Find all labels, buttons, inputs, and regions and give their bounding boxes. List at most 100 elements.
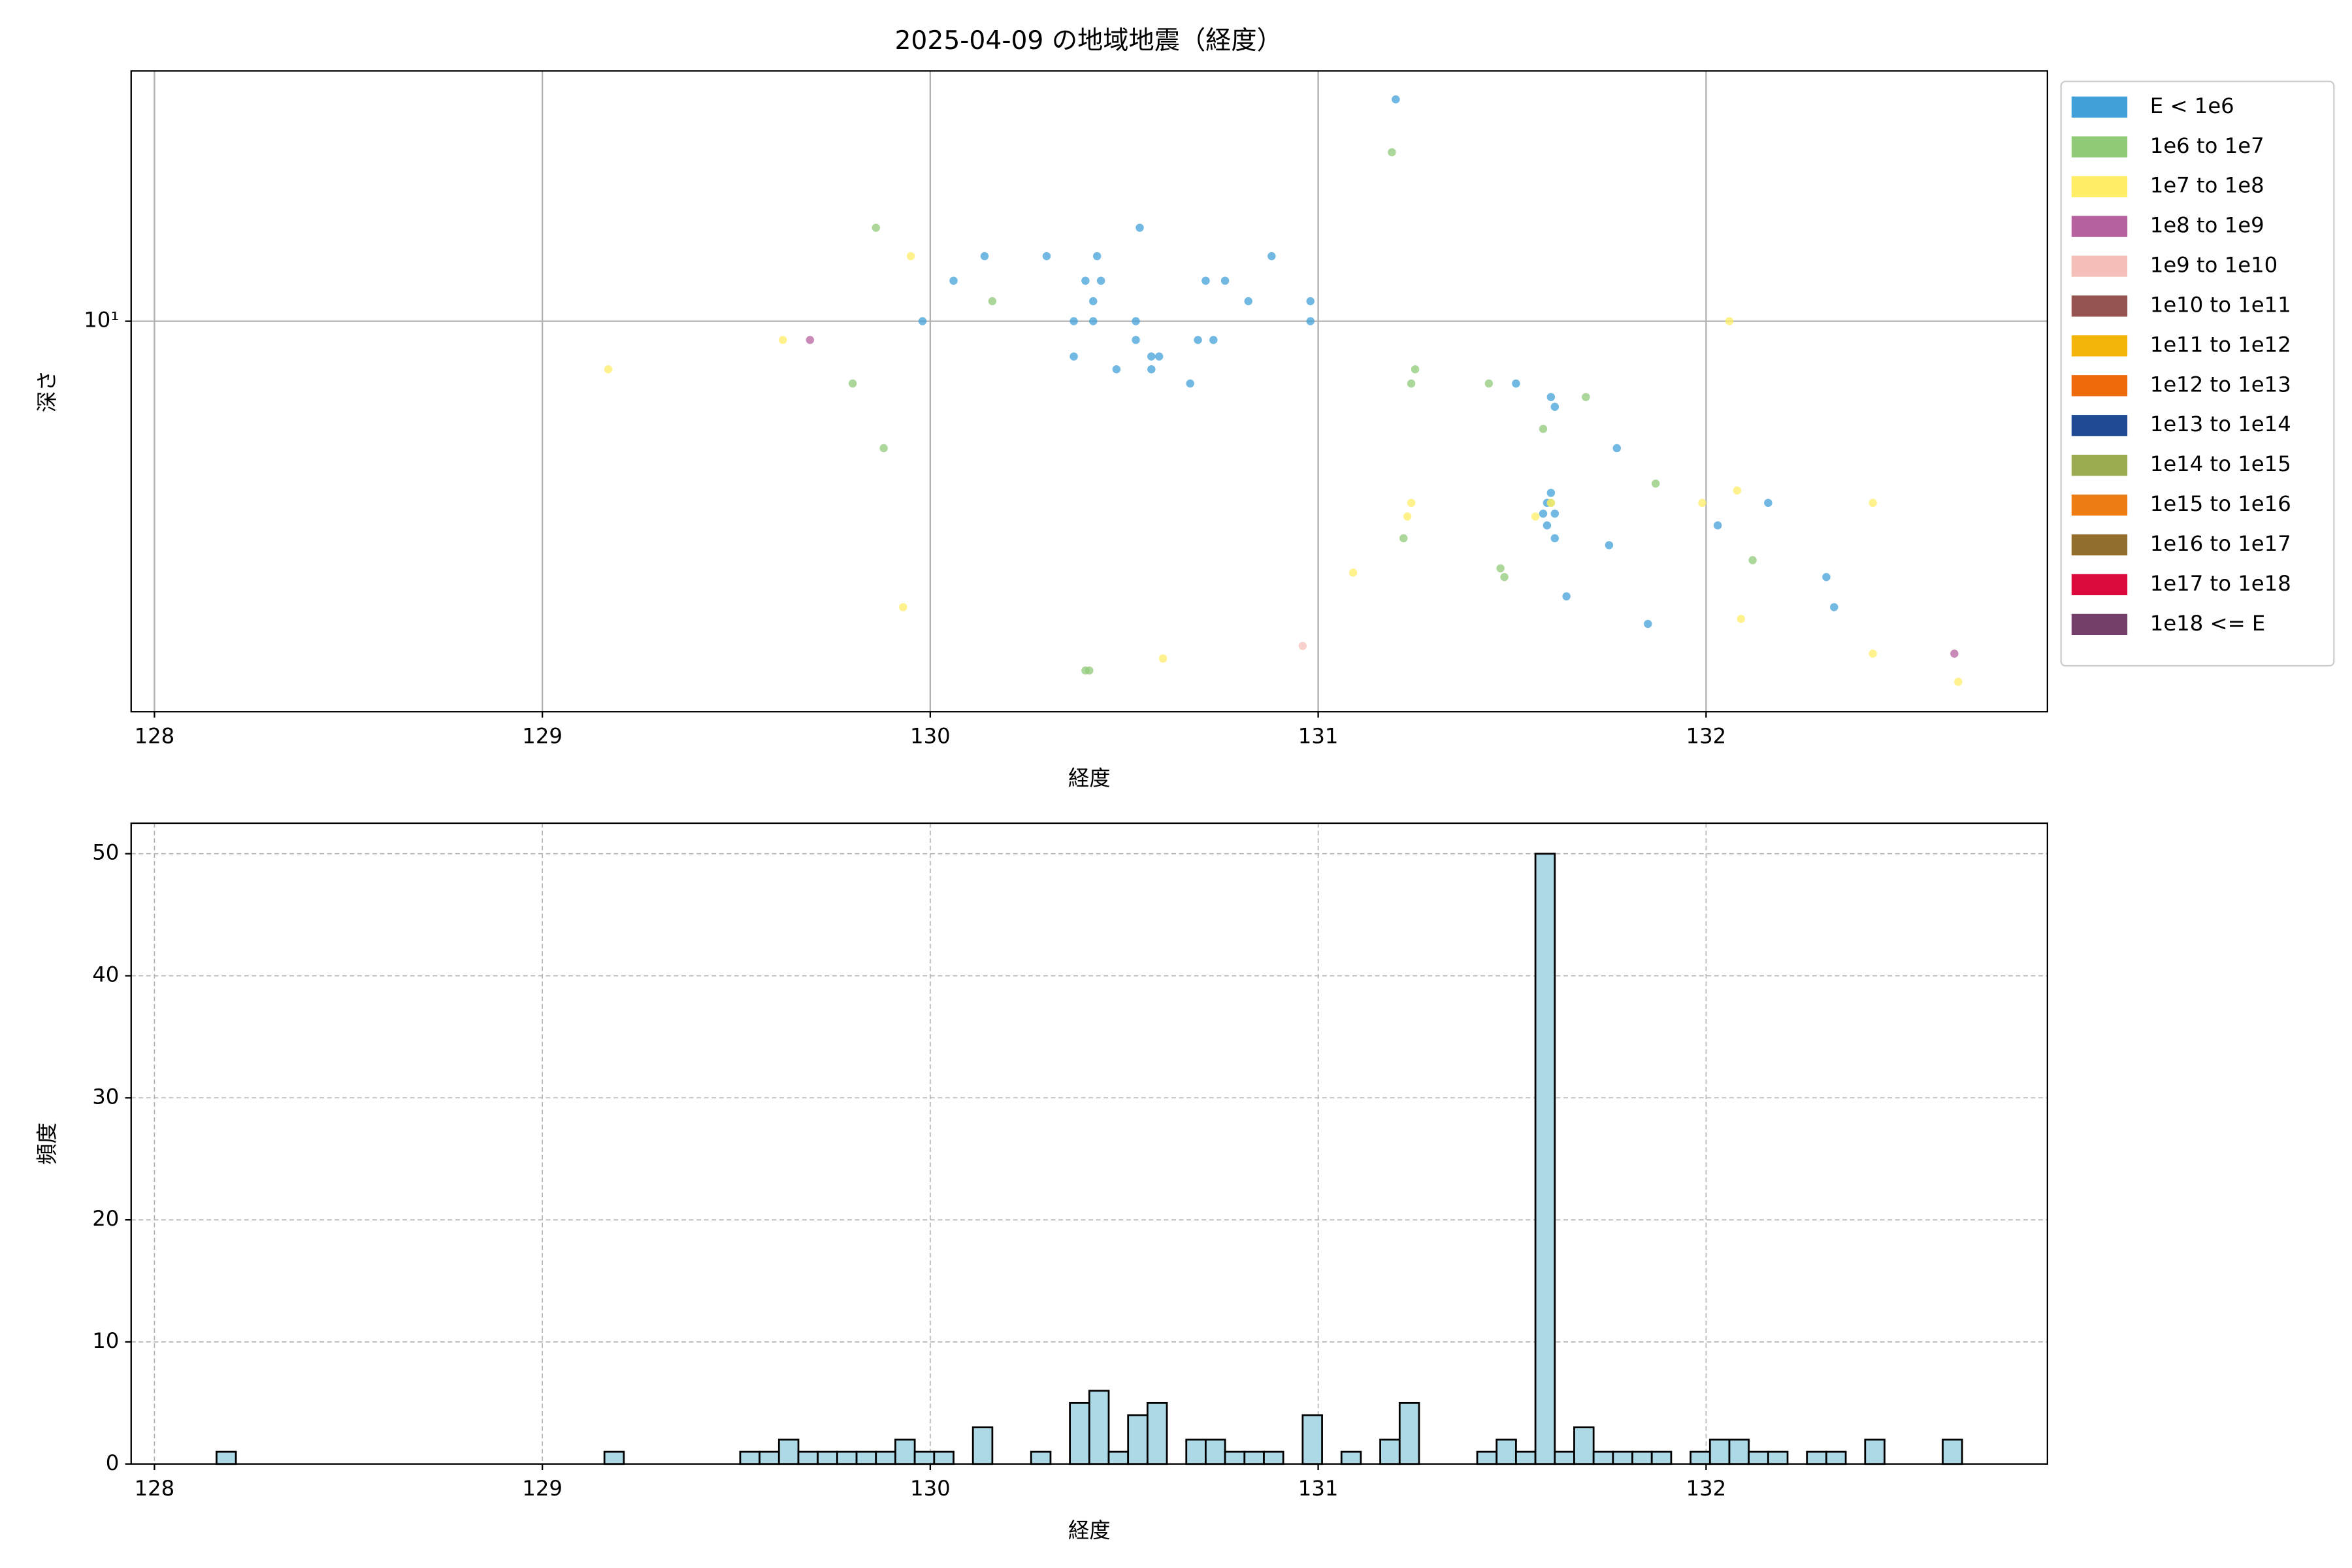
scatter-point [1135,223,1144,232]
x-tick-label: 128 [135,1476,175,1501]
legend-label: 1e17 to 1e18 [2150,571,2291,596]
scatter-point [1546,498,1556,507]
histogram-bar [1263,1450,1284,1465]
scatter-point [1392,95,1400,104]
x-tick-label: 129 [522,1476,563,1501]
scatter-point [1484,379,1494,388]
legend-patch [2071,295,2128,317]
scatter-point [1764,498,1772,507]
histogram-bar [817,1450,838,1465]
scatter-point [1733,486,1742,495]
scatter-point [1582,393,1590,401]
legend-patch [2071,415,2128,436]
scatter-point [1089,317,1098,325]
y-tick-label: 30 [92,1084,119,1109]
histogram-bar [875,1450,896,1465]
y-axis-label: 深さ [35,370,59,413]
histogram-bar [1476,1450,1498,1465]
scatter-point [1748,556,1757,564]
scatter-point [1407,379,1416,388]
scatter-point [1411,365,1420,374]
histogram-bar [216,1450,237,1465]
histogram-bar [1243,1450,1265,1465]
legend-label: 1e13 to 1e14 [2150,412,2291,436]
x-tick-label: 132 [1686,1476,1727,1501]
legend-label: 1e9 to 1e10 [2150,253,2278,278]
scatter-point [1158,654,1168,663]
scatter-point [1830,603,1838,612]
scatter-point [1070,352,1078,361]
scatter-point [848,379,857,388]
histogram-bar [1515,1450,1537,1465]
scatter-point [1539,510,1548,518]
x-axis-label: 経度 [1068,766,1111,791]
scatter-point [918,317,927,325]
scatter-point [1306,297,1315,306]
scatter-point [1539,425,1548,433]
scatter-point [1186,379,1194,388]
histogram-bar [894,1439,916,1465]
y-tick-label: 50 [92,840,119,865]
scatter-point [1201,276,1210,285]
scatter-point [1042,252,1051,261]
scatter-point [1605,541,1614,549]
legend-patch [2071,216,2128,237]
histogram-bar [1708,1439,1731,1465]
scatter-point [1081,276,1090,285]
histogram-bar [1942,1439,1963,1465]
scatter-point [1737,615,1746,623]
histogram-bar [913,1450,936,1465]
legend-label: 1e8 to 1e9 [2150,213,2264,238]
histogram-bar [1301,1414,1323,1465]
legend-patch [2071,136,2128,157]
y-tick-label: 20 [92,1206,119,1231]
legend-patch [2071,176,2128,197]
legend-patch [2071,96,2128,118]
legend-patch [2071,534,2128,556]
scatter-point [1089,297,1098,306]
scatter-point [1496,564,1505,573]
scatter-point [1132,336,1140,344]
histogram-bar [603,1450,625,1465]
scatter-point [1147,352,1156,361]
legend-patch [2071,574,2128,596]
scatter-point [1220,276,1230,285]
scatter-point [1550,402,1560,411]
legend-label: 1e10 to 1e11 [2150,292,2291,317]
scatter-point [1092,252,1102,261]
scatter-point [1512,379,1520,388]
scatter-point [1403,512,1412,521]
histogram-bar [1379,1439,1401,1465]
x-tick-label: 128 [135,723,175,748]
scatter-point [779,336,787,344]
histogram-bar [1554,1450,1575,1465]
legend-patch [2071,335,2128,357]
scatter-point [1085,666,1094,675]
legend-label: 1e11 to 1e12 [2150,332,2291,357]
scatter-point [1244,297,1252,306]
scatter-point [806,336,815,344]
scatter-point [988,297,997,306]
histogram-bar [1030,1450,1052,1465]
histogram-bar [759,1450,780,1465]
scatter-point [872,223,880,232]
histogram-bar [1767,1450,1789,1465]
histogram-bar [1864,1439,1886,1465]
scatter-point [879,444,888,453]
histogram-bar [933,1450,955,1465]
scatter-point [1612,444,1622,453]
scatter-point [1725,317,1734,325]
histogram-bar [1573,1426,1595,1465]
y-tick-label: 10 [92,1328,119,1353]
legend-patch [2071,613,2128,635]
histogram-bar [1495,1439,1517,1465]
histogram-bar [1748,1450,1769,1465]
histogram-bar [797,1450,819,1465]
histogram-bar [1534,853,1556,1465]
histogram-bar [1340,1450,1362,1465]
scatter-point [1954,678,1963,686]
histogram-bar [1728,1439,1750,1465]
scatter-point [1713,521,1722,530]
plot-frame [130,822,2048,1465]
histogram-bar [1146,1401,1168,1465]
